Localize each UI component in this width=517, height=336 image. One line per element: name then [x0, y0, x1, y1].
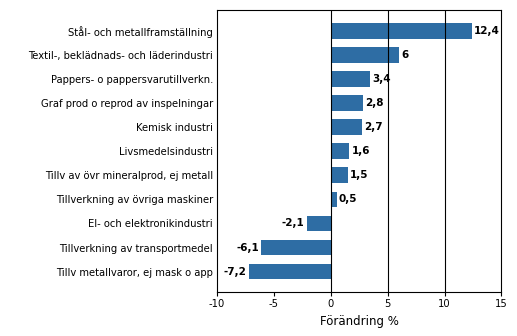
Text: 2,7: 2,7 — [364, 122, 383, 132]
Bar — [331, 119, 361, 135]
Text: 3,4: 3,4 — [372, 74, 390, 84]
Bar — [307, 216, 331, 231]
Text: -7,2: -7,2 — [224, 267, 247, 277]
X-axis label: Förändring %: Förändring % — [320, 315, 399, 328]
Bar — [331, 167, 348, 183]
Bar — [331, 71, 370, 87]
Text: -6,1: -6,1 — [236, 243, 259, 253]
Text: 1,6: 1,6 — [352, 146, 370, 156]
Text: 0,5: 0,5 — [339, 195, 357, 204]
Text: 6: 6 — [401, 50, 408, 60]
Text: 2,8: 2,8 — [365, 98, 384, 108]
Bar — [331, 23, 472, 39]
Bar — [331, 47, 399, 62]
Bar — [249, 264, 331, 280]
Text: 12,4: 12,4 — [474, 26, 500, 36]
Text: -2,1: -2,1 — [282, 218, 305, 228]
Text: 1,5: 1,5 — [350, 170, 369, 180]
Bar — [262, 240, 331, 255]
Bar — [331, 143, 349, 159]
Bar — [331, 192, 337, 207]
Bar — [331, 95, 363, 111]
